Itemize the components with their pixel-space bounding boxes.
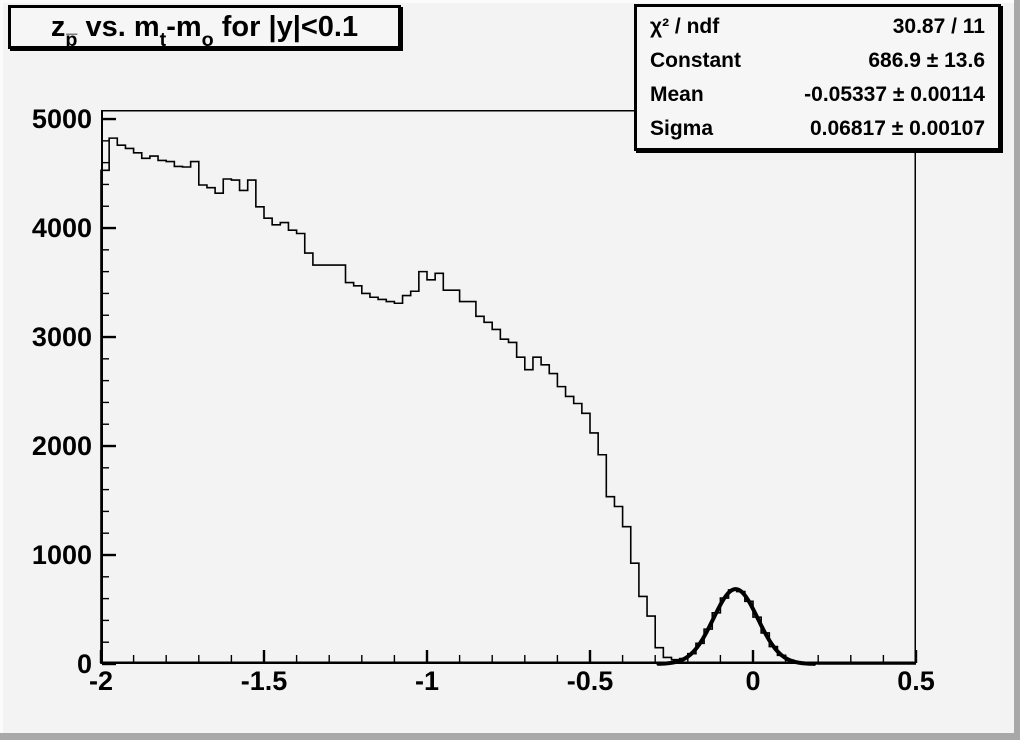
stats-value: 0.06817 ± 0.00107 [809,116,985,140]
stats-label: Constant [650,49,741,73]
stats-value: 686.9 ± 13.6 [868,49,985,73]
plot-frame [99,110,918,666]
title-segment: vs. m [77,10,160,43]
histogram-title-box: zp̅ vs. mt-mo for |y|<0.1 [8,5,401,50]
y-axis-tick-label: 0 [76,649,92,679]
y-axis-tick-label: 4000 [31,213,92,244]
stats-row-constant: Constant 686.9 ± 13.6 [637,50,998,71]
gaussian-fit-curve [656,587,817,666]
x-axis-tick-label: -2 [88,666,113,696]
stats-row-chi2: χ² / ndf 30.87 / 11 [637,16,998,37]
stats-row-sigma: Sigma 0.06817 ± 0.00107 [637,118,998,139]
title-subscript: o [201,28,214,51]
title-subscript: t [159,28,167,51]
x-axis-tick-label: -1 [414,666,439,696]
stats-row-mean: Mean -0.05337 ± 0.00114 [637,84,998,105]
stats-value: -0.05337 ± 0.00114 [804,82,985,106]
canvas-bevel-top [0,0,1020,3]
title-segment: -m [166,10,202,43]
y-axis-tick-label: 3000 [31,322,92,353]
canvas-bevel-left [0,0,3,740]
y-axis-tick-label: 1000 [31,540,92,570]
chart-title-text: zp̅ vs. mt-mo for |y|<0.1 [50,10,359,50]
x-axis-tick-label: 0 [745,666,761,696]
y-axis-tick-label: 5000 [31,104,92,135]
title-segment: z [50,10,66,43]
canvas-bevel-bottom [0,733,1020,740]
title-subscript: p̅ [65,28,78,51]
y-axis-tick-label: 2000 [31,431,92,462]
stats-label: χ² / ndf [650,15,720,39]
canvas-bevel-right [1014,0,1020,740]
x-axis-tick-label: -1.5 [240,666,288,696]
histogram-line [100,137,916,665]
fit-stats-box: χ² / ndf 30.87 / 11 Constant 686.9 ± 13.… [634,4,1001,151]
stats-label: Sigma [650,116,714,140]
x-axis-tick-label: 0.5 [897,666,935,696]
title-segment: for |y|<0.1 [213,10,359,43]
x-axis-tick-label: -0.5 [566,666,614,696]
stats-label: Mean [650,82,704,106]
stats-value: 30.87 / 11 [892,15,985,39]
